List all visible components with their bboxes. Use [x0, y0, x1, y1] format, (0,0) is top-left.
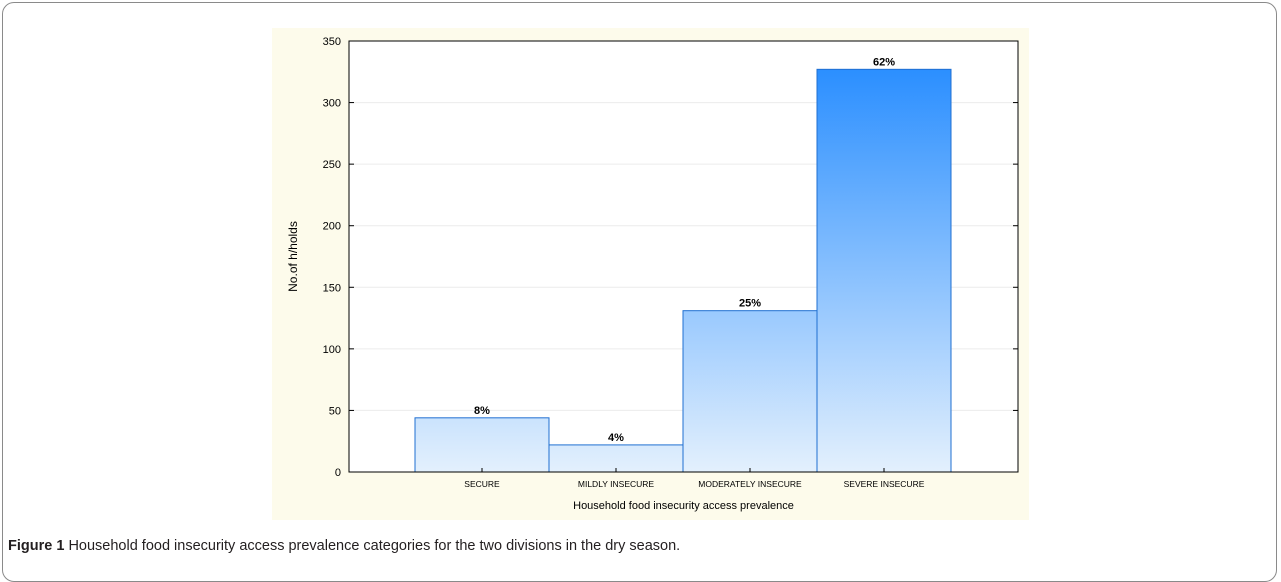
figure-caption-text: Household food insecurity access prevale…: [68, 538, 681, 554]
x-tick-label: SEVERE INSECURE: [844, 479, 925, 489]
axis-frame: [348, 40, 1019, 473]
bar-chart: No.of h/holds Household food insecurity …: [286, 36, 1019, 512]
y-tick-label: 250: [323, 159, 341, 171]
data-label: 4%: [608, 432, 624, 444]
bar-severe-insecure: [816, 68, 952, 473]
bar-mildly-insecure: [548, 444, 684, 473]
bars: [414, 68, 952, 473]
bar-secure: [414, 417, 550, 473]
y-tick-label: 100: [323, 344, 341, 356]
x-tick-label: MODERATELY INSECURE: [698, 479, 802, 489]
figure-label: Figure 1: [8, 538, 65, 554]
data-label: 25%: [739, 298, 761, 310]
figure-caption: Figure 1 Household food insecurity acces…: [8, 538, 680, 554]
labels: No.of h/holds Household food insecurity …: [286, 36, 925, 512]
y-tick-label: 50: [329, 405, 341, 417]
data-label: 8%: [474, 405, 490, 417]
y-tick-label: 150: [323, 282, 341, 294]
x-tick-label: MILDLY INSECURE: [578, 479, 655, 489]
x-tick-label: SECURE: [464, 479, 500, 489]
y-tick-label: 350: [323, 36, 341, 48]
data-label: 62%: [873, 56, 895, 68]
y-tick-label: 0: [335, 467, 341, 479]
y-tick-label: 300: [323, 98, 341, 110]
x-axis-label: Household food insecurity access prevale…: [573, 500, 794, 512]
axes: [348, 40, 1019, 473]
y-axis-label: No.of h/holds: [286, 221, 300, 292]
y-tick-label: 200: [323, 221, 341, 233]
bar-moderately-insecure: [682, 310, 818, 473]
